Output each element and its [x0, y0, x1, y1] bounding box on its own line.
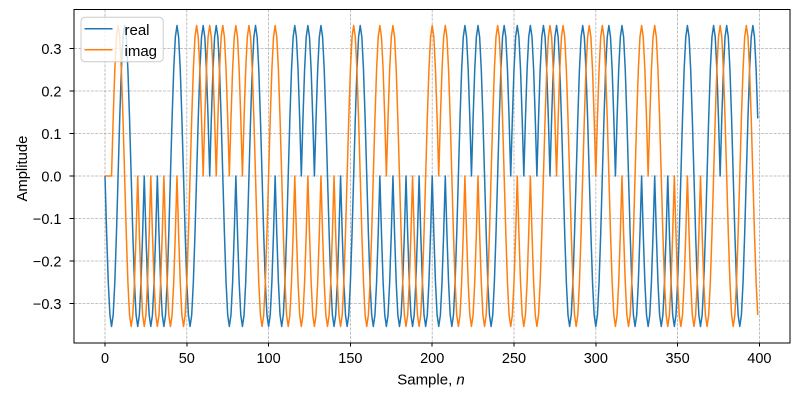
svg-text:0.2: 0.2	[41, 84, 61, 100]
svg-text:Amplitude: Amplitude	[15, 136, 31, 202]
svg-text:250: 250	[502, 351, 526, 367]
svg-text:300: 300	[584, 351, 608, 367]
svg-text:50: 50	[179, 351, 195, 367]
svg-text:150: 150	[338, 351, 362, 367]
svg-text:imag: imag	[125, 43, 158, 60]
svg-text:200: 200	[420, 351, 444, 367]
svg-text:0.1: 0.1	[41, 127, 61, 143]
svg-text:0.3: 0.3	[41, 42, 61, 58]
svg-text:0: 0	[101, 351, 109, 367]
svg-text:−0.2: −0.2	[33, 254, 62, 270]
svg-text:100: 100	[256, 351, 280, 367]
svg-text:0.0: 0.0	[41, 169, 61, 185]
svg-text:real: real	[125, 22, 150, 39]
svg-text:−0.3: −0.3	[33, 297, 62, 313]
svg-text:400: 400	[747, 351, 771, 367]
svg-text:350: 350	[665, 351, 689, 367]
svg-text:−0.1: −0.1	[33, 212, 62, 228]
svg-text:Sample, n: Sample, n	[397, 372, 465, 389]
